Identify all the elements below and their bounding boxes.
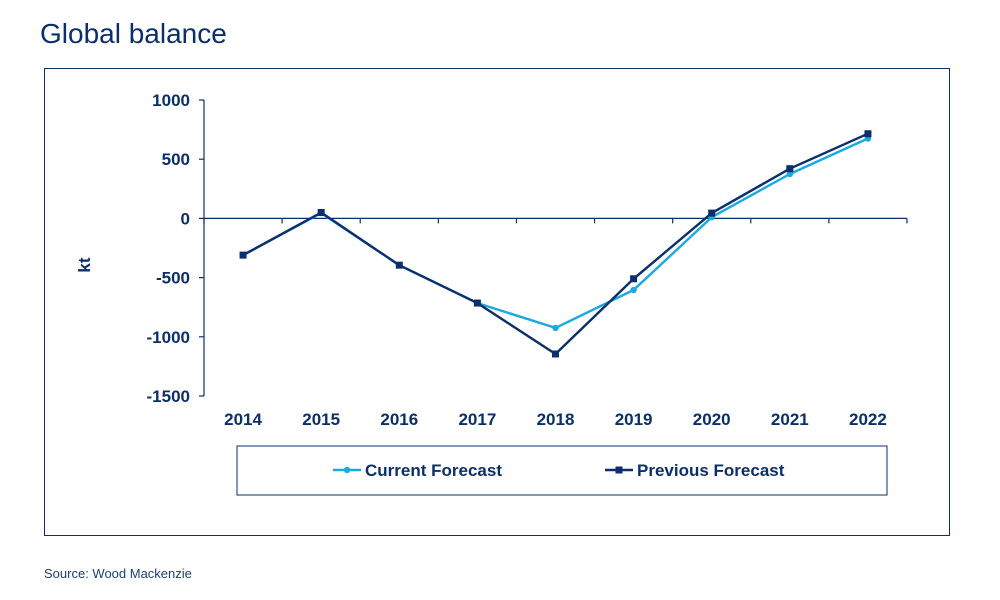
- x-tick-label: 2022: [849, 410, 887, 429]
- y-tick-label: 1000: [152, 91, 190, 110]
- x-tick-label: 2020: [693, 410, 731, 429]
- data-point-square: [239, 251, 247, 259]
- data-point-square: [552, 350, 559, 358]
- y-tick-labels: 1000 500 0 -500 -1000 -1500: [147, 91, 190, 406]
- data-point-square: [630, 275, 638, 283]
- y-tick-label: 500: [162, 150, 190, 169]
- data-point-square: [786, 165, 794, 173]
- y-tick-label: -1500: [147, 387, 190, 406]
- y-tick-label: 0: [181, 209, 190, 228]
- chart-frame: 1000 500 0 -500 -1000 -1500 2014 2015 2016 2017 2…: [44, 68, 950, 536]
- y-axis-label: kt: [75, 257, 94, 272]
- x-tick-label: 2015: [302, 410, 340, 429]
- x-tick-label: 2014: [224, 410, 262, 429]
- series-line-previous-forecast: [242, 132, 869, 356]
- data-point-circle: [630, 286, 637, 294]
- legend-label: Previous Forecast: [637, 461, 785, 480]
- y-tick-label: -500: [156, 269, 190, 288]
- source-note: Source: Wood Mackenzie: [44, 566, 192, 581]
- data-point-square: [395, 261, 403, 269]
- x-tick-label: 2016: [380, 410, 418, 429]
- legend: Current Forecast Previous Forecast: [236, 445, 888, 496]
- series-line-current-forecast: [242, 137, 869, 330]
- data-point-square: [708, 209, 716, 217]
- x-tick-label: 2019: [615, 410, 653, 429]
- x-tick-label: 2021: [771, 410, 809, 429]
- legend-swatch-marker: [343, 466, 351, 474]
- legend-label: Current Forecast: [365, 461, 502, 480]
- data-point-square: [473, 299, 481, 307]
- series-lines: [242, 132, 869, 356]
- x-tick-label: 2017: [458, 410, 496, 429]
- series-markers: [239, 130, 872, 358]
- data-point-circle: [786, 170, 794, 178]
- y-tick-label: -1000: [147, 328, 190, 347]
- chart-axes: [199, 99, 908, 397]
- page-title: Global balance: [40, 18, 227, 49]
- data-point-circle: [552, 324, 559, 332]
- x-tick-labels: 2014 2015 2016 2017 2018 2019 2020 2021 2022: [224, 410, 887, 429]
- x-tick-label: 2018: [537, 410, 575, 429]
- legend-swatch-marker: [615, 466, 623, 474]
- data-point-square: [864, 130, 872, 138]
- data-point-square: [317, 208, 325, 216]
